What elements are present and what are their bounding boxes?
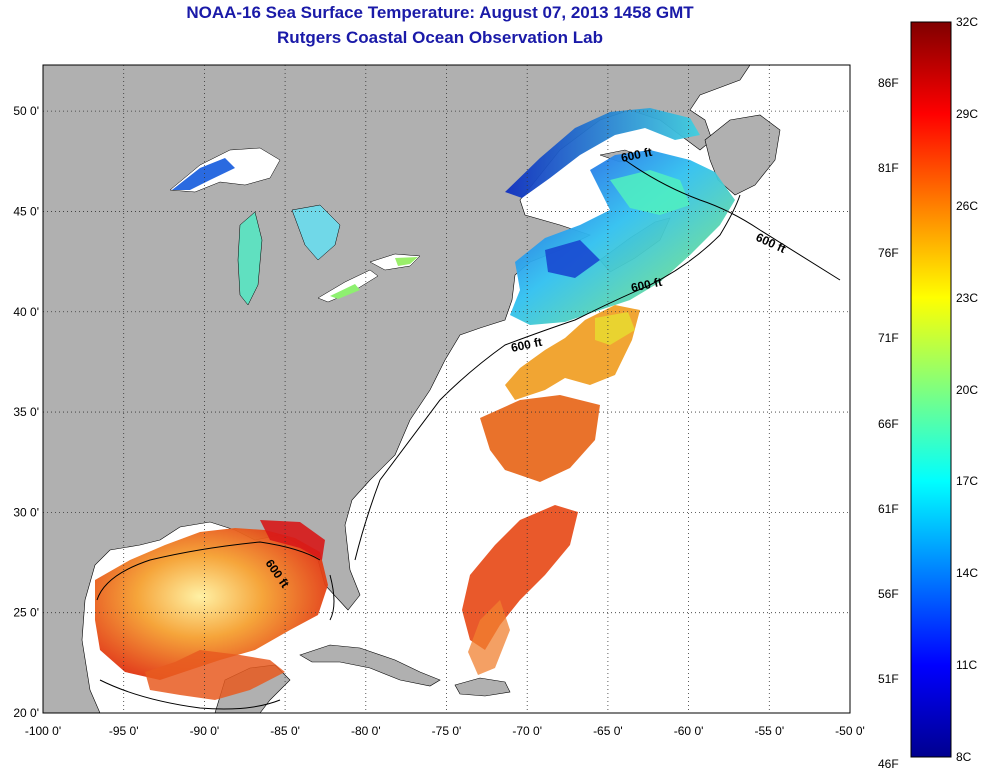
latitude-tick-label: 30 0' [13,505,39,519]
colorbar-fahrenheit-label: 86F [878,76,899,91]
lake-superior-sst [172,158,235,190]
colorbar-fahrenheit-label: 71F [878,331,899,346]
map-frame [42,64,851,714]
sst-bahamas-scatter [468,600,510,675]
colorbar-fahrenheit-label: 51F [878,671,899,686]
colorbar-celsius-label: 14C [956,566,979,581]
sst-st-lawrence [505,108,700,198]
latitude-tick-label: 35 0' [13,405,39,419]
longitude-tick-label: -75 0' [432,724,462,738]
longitude-tick-label: -90 0' [190,724,220,738]
colorbar-fahrenheit-label: 46F [878,756,899,771]
lake-ontario-sst [395,257,418,266]
longitude-tick-label: -50 0' [835,724,865,738]
colorbar-celsius-label: 11C [956,658,978,673]
longitude-tick-labels: -100 0' -95 0' -90 0' -85 0' -80 0' -75 0' -70… [25,724,865,738]
contour-label: 600 ft [630,275,664,295]
map-title: NOAA-16 Sea Surface Temperature: August … [186,3,694,22]
colorbar-celsius-label: 32C [956,15,979,29]
latitude-tick-label: 20 0' [13,706,39,720]
land-newfoundland [704,114,781,196]
contour-label: 600 ft [510,335,544,355]
colorbar-celsius-label: 23C [956,290,979,305]
colorbar-celsius-label: 29C [956,106,979,121]
sst-gulf-stream-north [480,395,600,482]
latitude-tick-label: 45 0' [13,204,39,218]
latitude-tick-label: 50 0' [13,104,39,118]
colorbar-celsius-label: 17C [956,474,979,489]
map-subtitle: Rutgers Coastal Ocean Observation Lab [277,28,603,47]
latitude-tick-label: 25 0' [13,606,39,620]
longitude-tick-label: -65 0' [593,724,623,738]
longitude-tick-label: -60 0' [674,724,704,738]
sst-caribbean-edge [145,650,285,700]
colorbar-fahrenheit-label: 56F [878,586,899,601]
sst-gulf-st-lawrence-warm [610,170,690,215]
colorbar-celsius-label: 8C [956,750,972,764]
longitude-tick-label: -80 0' [351,724,381,738]
lake-huron [291,204,341,261]
colorbar-fahrenheit-label: 66F [878,416,899,431]
colorbar-celsius-label: 20C [956,382,979,397]
colorbar-fahrenheit-label: 81F [878,161,899,176]
longitude-tick-label: -95 0' [109,724,139,738]
contour-label: 600 ft [620,145,654,165]
lake-michigan [237,211,263,306]
colorbar [910,21,952,758]
sst-bay-of-fundy [545,240,600,278]
longitude-tick-label: -100 0' [25,724,61,738]
contour-600ft-gulf [99,679,281,710]
sst-florida-panhandle [260,520,325,560]
lake-erie [317,269,379,303]
latitude-tick-labels: 20 0' 25 0' 30 0' 35 0' 40 0' 45 0' 50 0' [13,104,39,720]
colorbar-fahrenheit-label: 76F [878,246,899,261]
colorbar-fahrenheit-label: 61F [878,501,899,516]
longitude-tick-label: -70 0' [512,724,542,738]
latitude-tick-label: 40 0' [13,305,39,319]
colorbar-celsius-label: 26C [956,198,979,213]
land-cuba [299,644,441,687]
longitude-tick-label: -55 0' [754,724,784,738]
longitude-tick-label: -85 0' [270,724,300,738]
lake-erie-sst [330,284,360,299]
sst-mid-atlantic-cool [595,312,635,345]
land-hispaniola [454,677,511,697]
contour-600ft [96,159,841,621]
sst-gulf-of-mexico [95,528,328,680]
